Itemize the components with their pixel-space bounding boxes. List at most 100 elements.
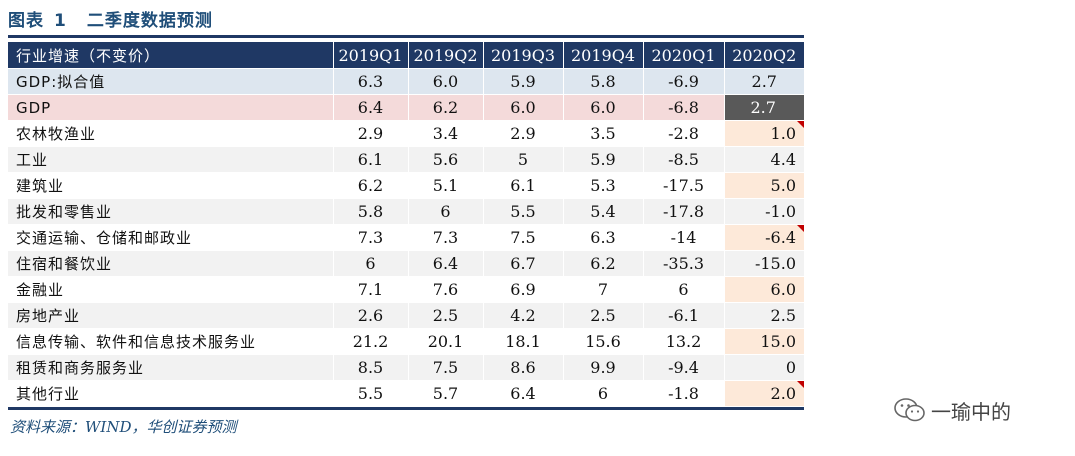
table-cell: 5.5 <box>332 380 408 407</box>
table-cell: 6 <box>562 380 643 407</box>
row-label: 建筑业 <box>8 172 333 199</box>
row-label: 租赁和商务服务业 <box>8 354 333 381</box>
table-cell: 6.0 <box>562 94 643 121</box>
table-cell: -9.4 <box>642 354 724 381</box>
figure-label: 图表 <box>8 11 44 31</box>
table-cell: -6.8 <box>642 94 724 121</box>
row-label: 房地产业 <box>8 302 333 329</box>
bottom-rule <box>8 407 804 410</box>
table-cell: -14 <box>642 224 724 251</box>
table-cell: 9.9 <box>562 354 643 381</box>
table-cell: 5.9 <box>562 146 643 173</box>
commented-cell: 1.0 <box>723 120 804 147</box>
table-cell: 6.2 <box>562 250 643 277</box>
table-cell: 2.5 <box>407 302 483 329</box>
highlighted-cell: 6.0 <box>723 276 804 303</box>
header-cell: 2019Q2 <box>407 42 483 69</box>
table-cell: -15.0 <box>723 250 804 277</box>
watermark-text: 一瑜中的 <box>931 399 1011 424</box>
source-note: 资料来源：WIND，华创证券预测 <box>10 418 237 436</box>
table-cell: 7.1 <box>332 276 408 303</box>
table-cell: 7.6 <box>407 276 483 303</box>
table-row: GDP 6.4 6.2 6.0 6.0 -6.8 2.7 <box>8 94 804 121</box>
table-cell: 15.6 <box>562 328 643 355</box>
table-cell: 5.8 <box>332 198 408 225</box>
table-row: 住宿和餐饮业 6 6.4 6.7 6.2 -35.3 -15.0 <box>8 250 804 277</box>
row-label: 批发和零售业 <box>8 198 333 225</box>
table-cell: 7 <box>562 276 643 303</box>
table-cell: 6.4 <box>332 94 408 121</box>
table-row: 租赁和商务服务业 8.5 7.5 8.6 9.9 -9.4 0 <box>8 354 804 381</box>
table-cell: 21.2 <box>332 328 408 355</box>
row-label: 金融业 <box>8 276 333 303</box>
table-cell: 5.1 <box>407 172 483 199</box>
commented-cell: 2.0 <box>723 380 804 407</box>
table-cell: 3.5 <box>562 120 643 147</box>
forecast-table: 行业增速（不变价） 2019Q1 2019Q2 2019Q3 2019Q4 20… <box>8 42 804 407</box>
row-label: GDP:拟合值 <box>8 68 333 95</box>
table-cell: 2.5 <box>562 302 643 329</box>
table-row: 信息传输、软件和信息技术服务业 21.2 20.1 18.1 15.6 13.2… <box>8 328 804 355</box>
table-cell: 6.9 <box>482 276 563 303</box>
table-cell: 3.4 <box>407 120 483 147</box>
row-label: 交通运输、仓储和邮政业 <box>8 224 333 251</box>
table-cell: -1.0 <box>723 198 804 225</box>
table-cell: 0 <box>723 354 804 381</box>
table-cell: -35.3 <box>642 250 724 277</box>
table-cell: 8.6 <box>482 354 563 381</box>
table-row: 交通运输、仓储和邮政业 7.3 7.3 7.5 6.3 -14 -6.4 <box>8 224 804 251</box>
table-cell: 7.3 <box>332 224 408 251</box>
table-cell: 5.8 <box>562 68 643 95</box>
figure-title-text: 二季度数据预测 <box>86 11 213 31</box>
table-cell: 6.0 <box>482 94 563 121</box>
table-cell: 20.1 <box>407 328 483 355</box>
row-label: GDP <box>8 94 333 121</box>
selected-cell[interactable]: 2.7 <box>723 94 804 121</box>
header-cell: 2019Q1 <box>332 42 408 69</box>
table-cell: 5.4 <box>562 198 643 225</box>
table-cell: 6.2 <box>407 94 483 121</box>
table-cell: 7.3 <box>407 224 483 251</box>
table-cell: 7.5 <box>407 354 483 381</box>
row-label: 农林牧渔业 <box>8 120 333 147</box>
table-row: GDP:拟合值 6.3 6.0 5.9 5.8 -6.9 2.7 <box>8 68 804 95</box>
header-cell: 2019Q3 <box>482 42 563 69</box>
table-row: 金融业 7.1 7.6 6.9 7 6 6.0 <box>8 276 804 303</box>
header-cell: 2020Q2 <box>723 42 804 69</box>
table-cell: -6.1 <box>642 302 724 329</box>
commented-cell: -6.4 <box>723 224 804 251</box>
top-rule <box>8 35 804 38</box>
table-cell: 2.9 <box>332 120 408 147</box>
table-row: 批发和零售业 5.8 6 5.5 5.4 -17.8 -1.0 <box>8 198 804 225</box>
table-cell: 2.6 <box>332 302 408 329</box>
table-row: 农林牧渔业 2.9 3.4 2.9 3.5 -2.8 1.0 <box>8 120 804 147</box>
table-cell: 6.1 <box>332 146 408 173</box>
figure-number: 1 <box>54 11 67 31</box>
table-cell: 13.2 <box>642 328 724 355</box>
table-cell: 2.7 <box>723 68 804 95</box>
table-row: 建筑业 6.2 5.1 6.1 5.3 -17.5 5.0 <box>8 172 804 199</box>
row-label: 工业 <box>8 146 333 173</box>
table-cell: 5.7 <box>407 380 483 407</box>
table-cell: 7.5 <box>482 224 563 251</box>
header-cell: 2019Q4 <box>562 42 643 69</box>
header-cell: 2020Q1 <box>642 42 724 69</box>
table-cell: 6.4 <box>482 380 563 407</box>
table-row: 工业 6.1 5.6 5 5.9 -8.5 4.4 <box>8 146 804 173</box>
table-cell: 8.5 <box>332 354 408 381</box>
table-cell: 5 <box>482 146 563 173</box>
table-cell: 5.5 <box>482 198 563 225</box>
table-cell: -17.8 <box>642 198 724 225</box>
table-cell: 6.3 <box>562 224 643 251</box>
figure-title: 图表 1 二季度数据预测 <box>8 6 213 31</box>
table-cell: 6.4 <box>407 250 483 277</box>
row-label: 住宿和餐饮业 <box>8 250 333 277</box>
table-cell: -1.8 <box>642 380 724 407</box>
table-cell: 6 <box>407 198 483 225</box>
table-cell: -2.8 <box>642 120 724 147</box>
table-cell: 6.0 <box>407 68 483 95</box>
table-cell: -8.5 <box>642 146 724 173</box>
table-cell: 6.1 <box>482 172 563 199</box>
table-cell: 18.1 <box>482 328 563 355</box>
watermark: 一瑜中的 <box>893 396 1011 424</box>
